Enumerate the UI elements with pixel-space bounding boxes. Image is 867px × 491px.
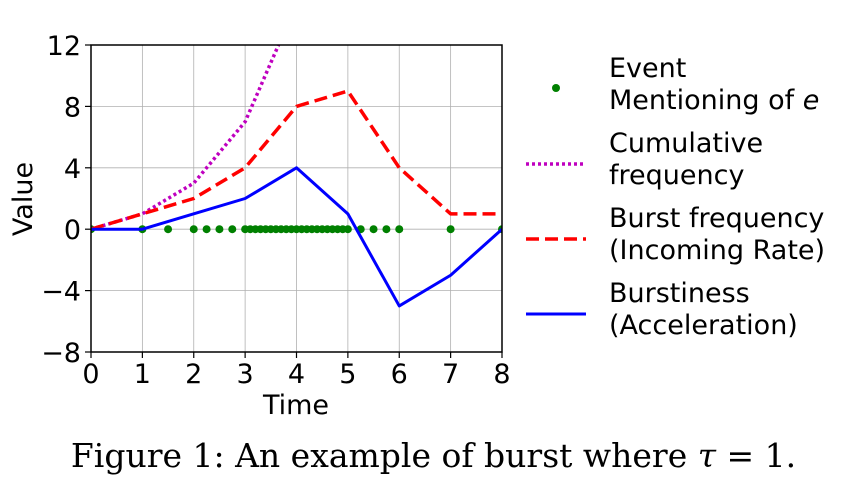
x-tick-label: 7 <box>442 359 459 390</box>
y-axis-label: Value <box>8 162 39 236</box>
x-tick-label: 6 <box>391 359 408 390</box>
legend-math-var: e <box>803 85 820 116</box>
caption-math-rest: = 1. <box>715 436 797 475</box>
x-tick-label: 2 <box>185 359 202 390</box>
caption-text: Figure 1: An example of burst where <box>70 436 698 475</box>
x-tick-label: 3 <box>237 359 254 390</box>
legend-label: Cumulative <box>609 128 763 159</box>
event-point <box>343 225 352 234</box>
legend-label: Mentioning of e <box>609 85 819 116</box>
event-point <box>202 225 211 234</box>
event-point <box>215 225 224 234</box>
event-point <box>369 225 378 234</box>
legend-label: Event <box>609 53 686 84</box>
grid <box>90 44 503 353</box>
legend-label: Burstiness <box>609 278 750 309</box>
event-point <box>164 225 173 234</box>
event-point <box>382 225 391 234</box>
series-line-3 <box>91 166 502 308</box>
event-point <box>189 225 198 234</box>
event-point <box>228 225 237 234</box>
y-tick-label: 12 <box>47 31 81 62</box>
legend-label: frequency <box>609 160 744 191</box>
y-tick-label: 0 <box>64 215 81 246</box>
legend-label: (Incoming Rate) <box>609 235 825 266</box>
x-tick-label: 0 <box>82 359 99 390</box>
x-tick-label: 4 <box>288 359 305 390</box>
x-tick-label: 8 <box>493 359 510 390</box>
x-tick-label: 1 <box>134 359 151 390</box>
series-line-2 <box>91 89 502 231</box>
x-tick-label: 5 <box>339 359 356 390</box>
legend-label: Burst frequency <box>609 203 824 234</box>
series-group <box>91 45 502 308</box>
y-tick-label: 8 <box>64 92 81 123</box>
event-point <box>395 225 404 234</box>
y-tick-label: −4 <box>41 277 81 308</box>
y-tick-label: 4 <box>64 154 81 185</box>
event-point <box>446 225 455 234</box>
y-tick-label: −8 <box>41 338 81 369</box>
legend-label: (Acceleration) <box>609 310 798 341</box>
x-axis-label: Time <box>262 390 329 421</box>
caption-math-var: τ <box>697 436 716 475</box>
legend-marker <box>552 84 560 92</box>
figure-caption: Figure 1: An example of burst where τ = … <box>0 436 867 475</box>
